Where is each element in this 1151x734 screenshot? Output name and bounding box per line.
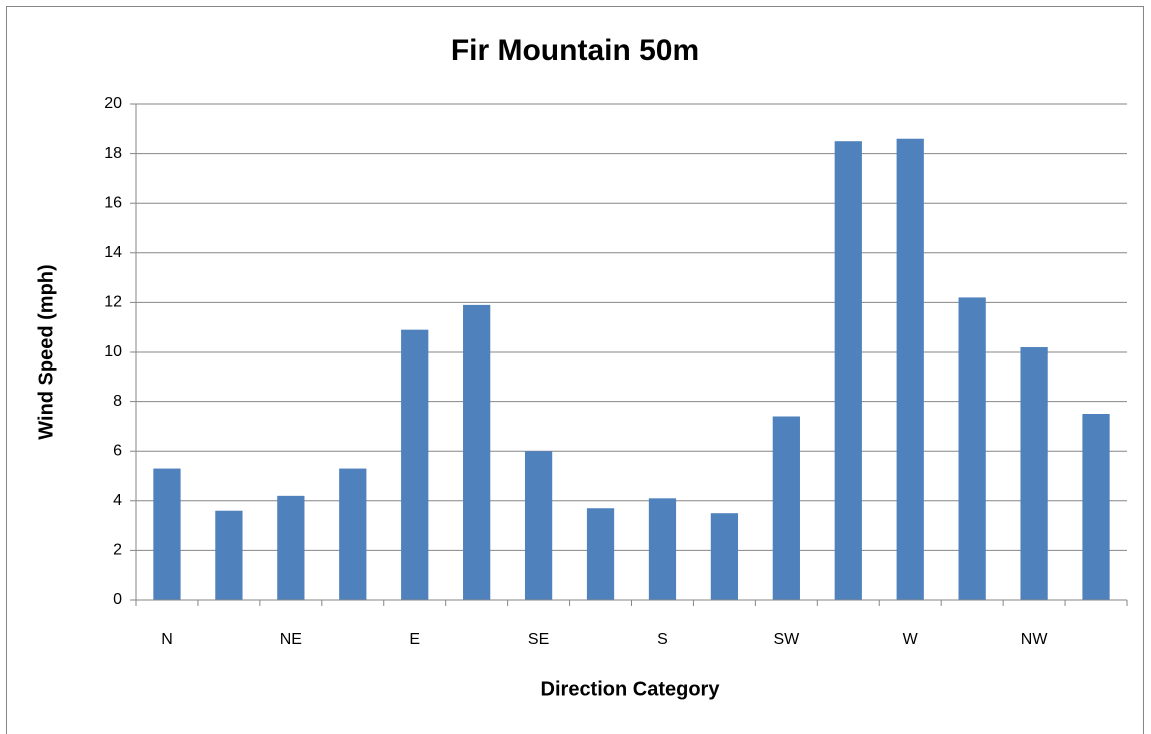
bar: [153, 468, 181, 600]
bar: [401, 329, 429, 600]
y-tick-label: 14: [104, 244, 122, 261]
y-tick-label: 12: [104, 294, 122, 311]
chart-border: [6, 6, 1144, 734]
x-tick-label: E: [409, 631, 420, 648]
y-tick-label: 10: [104, 343, 122, 360]
bar: [463, 304, 491, 600]
bar: [1082, 414, 1110, 600]
bar: [710, 513, 739, 600]
bar: [586, 508, 615, 600]
bar: [648, 498, 677, 600]
y-tick-label: 16: [104, 194, 122, 211]
x-tick-label: W: [903, 631, 919, 648]
chart-title: Fir Mountain 50m: [451, 34, 699, 67]
x-tick-label: N: [161, 631, 173, 648]
x-tick-label: NE: [280, 631, 302, 648]
y-tick-label: 0: [113, 591, 122, 608]
bar: [834, 141, 862, 600]
x-tick-label: NW: [1021, 631, 1049, 648]
x-tick-label: SW: [773, 631, 800, 648]
bar: [896, 138, 924, 600]
y-tick-label: 8: [113, 393, 122, 410]
y-tick-label: 4: [113, 492, 122, 509]
x-tick-label: S: [657, 631, 668, 648]
x-tick-label: SE: [528, 631, 549, 648]
bar: [215, 510, 243, 600]
y-tick-label: 18: [104, 145, 122, 162]
bar: [772, 416, 800, 600]
y-tick-label: 2: [113, 542, 122, 559]
bar: [524, 451, 553, 600]
bar: [958, 297, 986, 600]
y-tick-label: 20: [104, 95, 122, 112]
bar: [277, 495, 305, 600]
x-axis-title: Direction Category: [541, 678, 721, 700]
bar: [1020, 347, 1048, 600]
y-tick-label: 6: [113, 442, 122, 459]
bar: [339, 468, 367, 600]
y-axis-title: Wind Speed (mph): [35, 264, 57, 439]
